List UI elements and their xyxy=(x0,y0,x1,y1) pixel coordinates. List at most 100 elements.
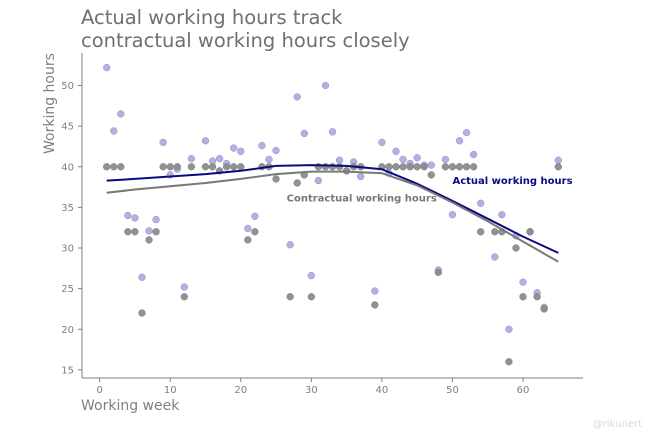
data-point xyxy=(145,236,153,244)
data-point xyxy=(180,283,188,291)
data-point xyxy=(187,163,196,171)
data-point xyxy=(371,301,379,309)
data-point xyxy=(505,325,513,333)
data-point xyxy=(512,244,520,252)
data-point xyxy=(526,228,534,236)
data-point xyxy=(441,163,450,171)
data-point xyxy=(166,163,174,171)
data-point xyxy=(477,199,485,207)
data-point xyxy=(251,228,259,236)
data-point xyxy=(138,273,146,281)
data-point xyxy=(215,154,224,163)
data-point xyxy=(462,128,471,137)
data-point xyxy=(448,211,457,219)
data-point xyxy=(230,163,238,171)
x-tick-label: 10 xyxy=(164,385,177,396)
y-tick-label: 20 xyxy=(61,325,74,336)
data-point xyxy=(427,161,435,169)
data-point xyxy=(244,236,252,244)
data-point xyxy=(491,253,499,261)
data-point xyxy=(131,214,139,222)
trend-line xyxy=(106,164,559,254)
data-point xyxy=(272,146,280,155)
data-point xyxy=(152,228,160,236)
data-point xyxy=(385,163,393,171)
data-point xyxy=(392,147,400,155)
x-axis-label: Working week xyxy=(81,398,180,414)
data-point xyxy=(314,176,323,185)
data-point xyxy=(201,163,210,171)
data-point xyxy=(223,163,231,171)
data-point xyxy=(124,228,132,236)
data-point xyxy=(519,278,527,286)
data-point xyxy=(124,211,132,220)
series-label: Contractual working hours xyxy=(287,194,437,205)
data-point xyxy=(117,163,125,171)
data-point xyxy=(328,128,337,136)
data-point xyxy=(307,271,315,280)
data-point xyxy=(208,163,217,171)
data-point xyxy=(540,305,548,313)
data-point xyxy=(321,81,330,90)
x-tick-label: 0 xyxy=(96,385,102,396)
data-point xyxy=(477,228,485,236)
data-point xyxy=(441,155,450,164)
data-point xyxy=(159,163,167,171)
data-point xyxy=(237,163,245,171)
y-tick-label: 25 xyxy=(61,284,74,295)
data-point xyxy=(272,175,280,183)
data-point xyxy=(258,141,266,150)
y-tick-label: 15 xyxy=(61,365,74,376)
data-point xyxy=(110,127,118,135)
data-point xyxy=(328,163,337,171)
data-point xyxy=(251,212,259,220)
data-point xyxy=(554,163,562,171)
data-point xyxy=(420,163,428,171)
x-tick-label: 30 xyxy=(305,385,318,396)
data-point xyxy=(187,154,196,163)
data-point xyxy=(138,309,146,317)
data-point xyxy=(399,155,407,164)
data-point xyxy=(519,293,527,301)
y-tick-label: 50 xyxy=(61,81,74,92)
trend-line xyxy=(106,170,559,263)
data-point xyxy=(554,156,562,164)
data-point xyxy=(378,138,386,147)
data-point xyxy=(131,228,139,236)
axes: 0 10 20 30 40 50 60 15 20 25 30 35 40 45 50 Working wee… xyxy=(42,53,583,414)
data-point xyxy=(533,293,541,301)
x-tick-label: 20 xyxy=(234,385,247,396)
data-point xyxy=(145,227,153,235)
data-point xyxy=(469,150,478,159)
data-point xyxy=(455,137,464,145)
data-point xyxy=(307,293,315,301)
data-point xyxy=(357,172,365,181)
data-point xyxy=(399,163,407,171)
series-labels: Actual working hours Contractual working … xyxy=(287,176,573,205)
data-point xyxy=(201,137,210,145)
scatter-points xyxy=(103,63,562,366)
data-point xyxy=(413,163,421,171)
credit: @rikunert xyxy=(592,419,642,430)
data-point xyxy=(159,138,167,147)
series-label: Actual working hours xyxy=(452,176,572,187)
data-point xyxy=(265,155,273,164)
data-point xyxy=(491,228,499,236)
data-point xyxy=(392,163,400,171)
data-point xyxy=(300,129,308,138)
data-point xyxy=(117,110,125,118)
data-point xyxy=(335,156,344,164)
y-tick-label: 30 xyxy=(61,244,74,255)
data-point xyxy=(244,224,252,233)
data-point xyxy=(371,287,379,295)
data-point xyxy=(286,241,294,249)
y-tick-label: 45 xyxy=(61,122,74,133)
x-tick-label: 40 xyxy=(376,385,389,396)
data-point xyxy=(413,154,421,162)
data-point xyxy=(103,63,111,72)
data-point xyxy=(286,293,294,301)
data-point xyxy=(230,144,238,152)
trend-lines xyxy=(106,164,559,263)
data-point xyxy=(469,163,478,171)
